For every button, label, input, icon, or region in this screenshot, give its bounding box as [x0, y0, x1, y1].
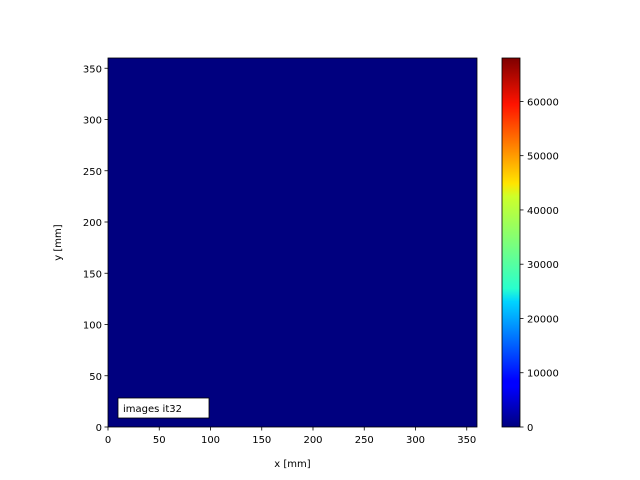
y-tick-label: 350: [83, 64, 102, 75]
y-axis-label: y [mm]: [53, 224, 64, 260]
y-axis: 0 50 100 150 200 250 300 350: [83, 64, 108, 434]
y-tick-label: 200: [83, 218, 102, 229]
x-axis-label: x [mm]: [274, 459, 310, 470]
y-tick-label: 300: [83, 116, 102, 127]
annotation-box: images it32: [117, 397, 210, 419]
x-tick-label: 300: [406, 435, 425, 446]
x-axis: 0 50 100 150 200 250 300 350: [105, 427, 476, 446]
y-tick-label: 50: [89, 372, 102, 383]
y-tick-label: 150: [83, 269, 102, 280]
colorbar-tick-label: 10000: [527, 369, 559, 380]
colorbar: [501, 57, 521, 428]
colorbar-tick-label: 0: [527, 423, 533, 434]
colorbar-tick-label: 60000: [527, 97, 559, 108]
heatmap-field: [108, 58, 477, 427]
annotation-text: images it32: [123, 404, 182, 415]
x-tick-label: 350: [457, 435, 476, 446]
colorbar-tick-label: 40000: [527, 206, 559, 217]
x-tick-label: 0: [105, 435, 111, 446]
x-tick-label: 100: [201, 435, 220, 446]
x-tick-label: 150: [252, 435, 271, 446]
colorbar-tick-label: 20000: [527, 314, 559, 325]
colorbar-tick-label: 50000: [527, 152, 559, 163]
colorbar-tick-label: 30000: [527, 260, 559, 271]
y-tick-label: 0: [96, 423, 102, 434]
y-tick-label: 100: [83, 321, 102, 332]
y-tick-label: 250: [83, 167, 102, 178]
colorbar-ticks: 0 10000 20000 30000 40000 50000 60000: [520, 97, 559, 434]
x-tick-label: 50: [153, 435, 166, 446]
x-tick-label: 200: [303, 435, 322, 446]
plot-frame: [107, 57, 478, 428]
x-tick-label: 250: [355, 435, 374, 446]
